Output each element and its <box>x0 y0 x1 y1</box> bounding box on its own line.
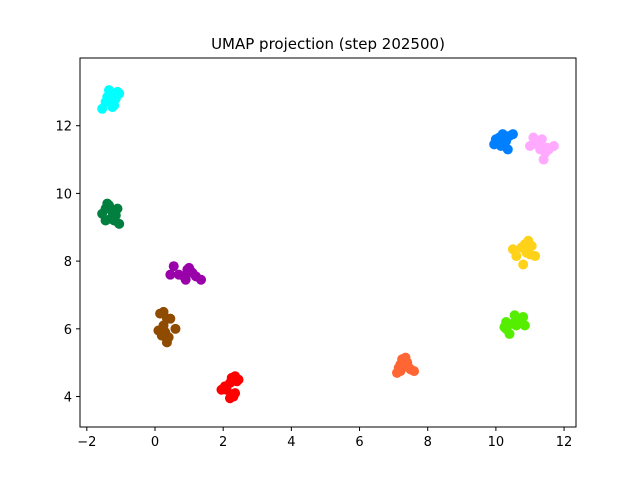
data-point <box>112 203 123 214</box>
data-point <box>107 102 118 113</box>
data-point <box>501 323 512 334</box>
cluster-8 <box>524 132 559 165</box>
cluster-2 <box>97 198 125 229</box>
data-point <box>224 393 235 404</box>
data-point <box>518 259 529 270</box>
data-point <box>521 247 532 258</box>
cluster-3 <box>165 261 207 285</box>
y-tick-label: 8 <box>64 255 72 270</box>
data-point <box>526 240 537 251</box>
data-point <box>233 374 244 385</box>
data-point <box>519 320 530 331</box>
data-point <box>165 269 176 280</box>
data-point <box>196 274 207 285</box>
x-tick-label: 12 <box>556 435 573 450</box>
data-point <box>158 320 169 331</box>
data-point <box>114 218 125 229</box>
cluster-1 <box>97 85 125 114</box>
data-point <box>543 144 554 155</box>
data-point <box>168 261 179 272</box>
x-tick-label: 8 <box>424 435 432 450</box>
x-tick-label: −2 <box>77 435 96 450</box>
y-axis: 4 6 8 10 12 <box>55 120 80 406</box>
data-point <box>409 366 420 377</box>
data-point <box>165 313 176 324</box>
cluster-4 <box>153 306 181 348</box>
data-point <box>499 137 510 148</box>
data-point <box>511 251 522 262</box>
x-tick-label: 0 <box>151 435 159 450</box>
x-axis: −2 0 2 4 6 8 10 12 <box>77 427 572 450</box>
y-tick-label: 6 <box>64 323 72 338</box>
x-tick-label: 6 <box>355 435 363 450</box>
data-points <box>97 85 559 404</box>
chart-title: UMAP projection (step 202500) <box>211 35 445 53</box>
y-tick-label: 10 <box>55 187 72 202</box>
data-point <box>518 311 529 322</box>
data-point <box>536 134 547 145</box>
x-tick-label: 4 <box>287 435 295 450</box>
cluster-9 <box>507 235 541 270</box>
cluster-10 <box>499 310 530 339</box>
plot-area-frame <box>79 57 577 428</box>
data-point <box>102 198 113 209</box>
cluster-7 <box>489 129 518 155</box>
data-point <box>530 251 541 262</box>
data-point <box>114 88 125 99</box>
cluster-6 <box>392 352 420 378</box>
data-point <box>395 366 406 377</box>
x-tick-label: 10 <box>488 435 505 450</box>
x-tick-label: 2 <box>219 435 227 450</box>
cluster-5 <box>216 371 244 404</box>
y-tick-label: 4 <box>64 391 72 406</box>
data-point <box>180 274 191 285</box>
data-point <box>170 323 181 334</box>
data-point <box>163 332 174 343</box>
data-point <box>182 264 193 275</box>
data-point <box>507 129 518 140</box>
y-tick-label: 12 <box>55 120 72 135</box>
